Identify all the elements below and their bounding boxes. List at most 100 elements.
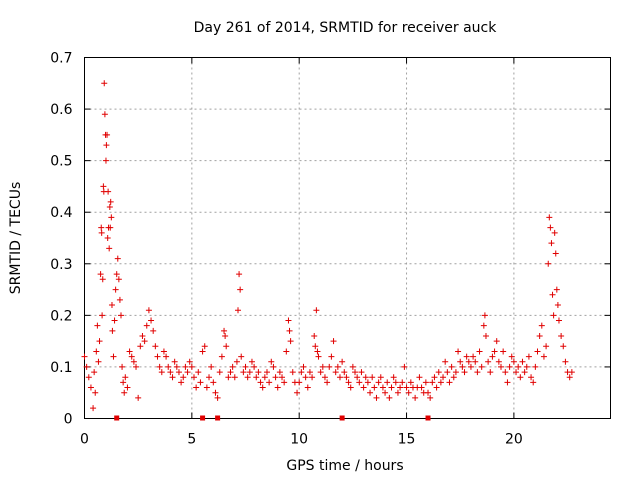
data-point: [515, 363, 522, 370]
data-point: [160, 348, 167, 355]
data-point: [339, 358, 346, 365]
data-point: [100, 183, 107, 190]
data-point: [95, 358, 102, 365]
data-point: [103, 142, 110, 149]
data-point: [401, 363, 408, 370]
data-point: [390, 374, 397, 381]
data-point: [266, 379, 273, 386]
axis-marker: [114, 415, 120, 421]
data-point: [427, 394, 434, 401]
data-point: [229, 363, 236, 370]
data-point: [418, 384, 425, 391]
data-point: [364, 379, 371, 386]
data-point: [530, 379, 537, 386]
data-point: [236, 271, 243, 278]
data-point: [173, 363, 180, 370]
data-point: [156, 363, 163, 370]
y-axis-label: SRMTID / TECUs: [8, 182, 24, 295]
data-point: [493, 338, 500, 345]
data-point: [552, 250, 559, 257]
data-point: [105, 188, 112, 195]
x-tick-label: 15: [398, 432, 416, 448]
tick-labels: 0 0.1 0.2 0.3 0.4 0.5 0.6 0.7 0 5 10 15 20: [50, 51, 523, 448]
data-point: [510, 358, 517, 365]
data-point: [304, 384, 311, 391]
axis-marker: [200, 415, 206, 421]
data-point: [128, 353, 135, 360]
data-point: [152, 343, 159, 350]
data-point: [201, 343, 208, 350]
data-point: [223, 343, 230, 350]
data-point: [309, 374, 316, 381]
data-point: [399, 379, 406, 386]
data-point: [111, 317, 118, 324]
data-point: [233, 358, 240, 365]
data-point: [104, 131, 111, 138]
data-point: [397, 384, 404, 391]
data-point: [199, 348, 206, 355]
data-point: [555, 317, 562, 324]
data-point: [167, 369, 174, 376]
data-point: [328, 353, 335, 360]
data-point: [467, 363, 474, 370]
data-point: [120, 379, 127, 386]
x-axis-label: GPS time / hours: [286, 458, 403, 474]
y-tick-label: 0.2: [50, 308, 72, 324]
data-point: [534, 348, 541, 355]
data-point: [504, 379, 511, 386]
data-point: [405, 389, 412, 396]
data-point: [117, 312, 124, 319]
data-point: [375, 379, 382, 386]
data-point: [225, 374, 232, 381]
data-point: [336, 374, 343, 381]
data-point: [472, 358, 479, 365]
data-point: [175, 369, 182, 376]
data-point: [231, 374, 238, 381]
data-point: [444, 369, 451, 376]
data-point: [452, 369, 459, 376]
data-point: [536, 332, 543, 339]
grid-lines: [84, 57, 611, 419]
data-point: [285, 317, 292, 324]
data-point: [87, 384, 94, 391]
data-point: [324, 379, 331, 386]
data-point: [137, 343, 144, 350]
data-point: [360, 384, 367, 391]
data-point: [440, 374, 447, 381]
y-tick-label: 0.1: [50, 360, 72, 376]
data-point: [495, 358, 502, 365]
data-point: [457, 358, 464, 365]
data-point: [91, 369, 98, 376]
data-point: [455, 348, 462, 355]
data-point: [547, 224, 554, 231]
data-point: [221, 327, 228, 334]
data-point: [343, 374, 350, 381]
data-point: [253, 374, 260, 381]
data-point: [107, 198, 114, 205]
data-point: [545, 260, 552, 267]
data-point: [489, 353, 496, 360]
data-point: [528, 374, 535, 381]
data-point: [227, 369, 234, 376]
data-point: [502, 369, 509, 376]
data-point: [442, 358, 449, 365]
data-point: [113, 271, 120, 278]
data-point: [371, 384, 378, 391]
data-point: [98, 229, 105, 236]
data-point: [94, 322, 101, 329]
data-point: [197, 379, 204, 386]
data-point: [540, 353, 547, 360]
data-point: [206, 374, 213, 381]
data-point: [446, 379, 453, 386]
data-point: [110, 353, 117, 360]
data-point: [208, 363, 215, 370]
data-point: [300, 363, 307, 370]
data-point: [218, 353, 225, 360]
data-point: [108, 302, 115, 309]
data-point: [425, 389, 432, 396]
data-point: [386, 394, 393, 401]
data-point: [85, 374, 92, 381]
data-point: [287, 338, 294, 345]
data-point: [193, 384, 200, 391]
data-point: [238, 353, 245, 360]
